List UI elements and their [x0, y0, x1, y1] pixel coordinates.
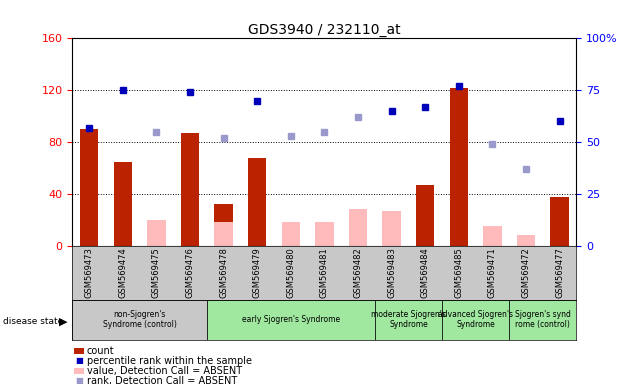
- Text: GSM569471: GSM569471: [488, 247, 497, 298]
- Bar: [248, 157, 266, 246]
- Bar: [349, 210, 367, 246]
- Text: rank, Detection Call = ABSENT: rank, Detection Call = ABSENT: [87, 376, 237, 384]
- Bar: [450, 88, 468, 246]
- Text: GSM569483: GSM569483: [387, 247, 396, 298]
- Text: GSM569484: GSM569484: [421, 247, 430, 298]
- Text: GSM569477: GSM569477: [555, 247, 564, 298]
- Bar: [483, 226, 501, 246]
- Bar: [442, 300, 509, 340]
- Text: GSM569480: GSM569480: [287, 247, 295, 298]
- Text: early Sjogren's Syndrome: early Sjogren's Syndrome: [242, 315, 340, 324]
- Text: GSM569474: GSM569474: [118, 247, 127, 298]
- Text: percentile rank within the sample: percentile rank within the sample: [87, 356, 252, 366]
- Text: moderate Sjogren's
Syndrome: moderate Sjogren's Syndrome: [371, 310, 446, 329]
- Text: GSM569481: GSM569481: [320, 247, 329, 298]
- Text: ▶: ▶: [59, 316, 67, 326]
- Bar: [214, 222, 233, 246]
- Bar: [181, 133, 199, 246]
- Text: GSM569476: GSM569476: [186, 247, 195, 298]
- Bar: [315, 222, 334, 246]
- Bar: [375, 300, 442, 340]
- Bar: [147, 220, 166, 246]
- Bar: [282, 222, 300, 246]
- Bar: [551, 197, 569, 246]
- Text: GSM569473: GSM569473: [85, 247, 94, 298]
- Text: disease state: disease state: [3, 317, 64, 326]
- Text: ■: ■: [76, 356, 83, 366]
- Text: count: count: [87, 346, 115, 356]
- Bar: [80, 129, 98, 246]
- Bar: [382, 211, 401, 246]
- Text: GSM569472: GSM569472: [522, 247, 530, 298]
- Bar: [517, 235, 536, 246]
- Text: Sjogren's synd
rome (control): Sjogren's synd rome (control): [515, 310, 571, 329]
- Bar: [509, 300, 576, 340]
- Bar: [72, 300, 207, 340]
- Text: value, Detection Call = ABSENT: value, Detection Call = ABSENT: [87, 366, 242, 376]
- Text: advanced Sjogren's
Syndrome: advanced Sjogren's Syndrome: [438, 310, 513, 329]
- Text: GSM569475: GSM569475: [152, 247, 161, 298]
- Bar: [416, 185, 435, 246]
- Text: GSM569482: GSM569482: [353, 247, 362, 298]
- Text: non-Sjogren's
Syndrome (control): non-Sjogren's Syndrome (control): [103, 310, 176, 329]
- Bar: [207, 300, 375, 340]
- Bar: [214, 204, 233, 246]
- Bar: [113, 162, 132, 246]
- Text: GSM569485: GSM569485: [454, 247, 463, 298]
- Title: GDS3940 / 232110_at: GDS3940 / 232110_at: [248, 23, 401, 37]
- Text: GSM569478: GSM569478: [219, 247, 228, 298]
- Text: ■: ■: [76, 376, 83, 384]
- Text: GSM569479: GSM569479: [253, 247, 261, 298]
